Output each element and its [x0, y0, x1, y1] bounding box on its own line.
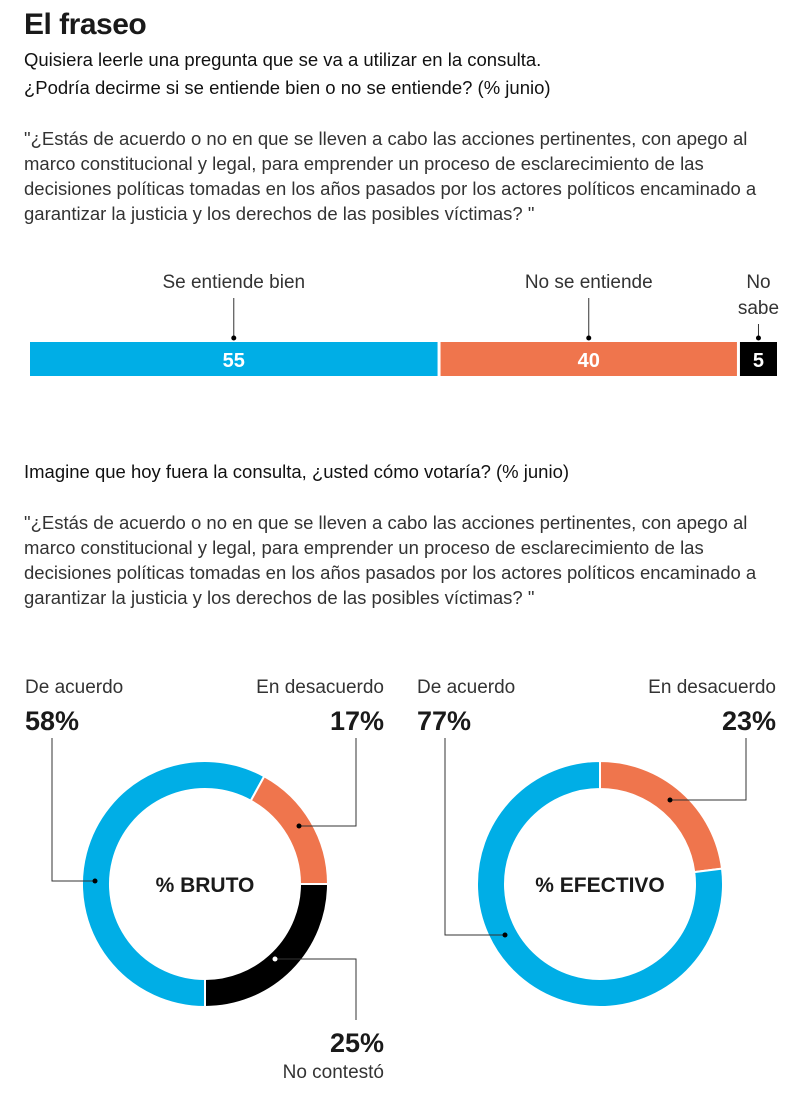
- bar-value-label: 55: [223, 350, 245, 372]
- donut-segment: [476, 759, 724, 1008]
- bar-category-label: Se entiende bien: [162, 272, 305, 293]
- leader-dot: [502, 932, 508, 938]
- donut-center-label: % BRUTO: [156, 874, 255, 897]
- bar-value-label: 40: [578, 350, 600, 372]
- category-label: De acuerdo: [25, 677, 123, 698]
- leader-line: [51, 738, 95, 882]
- donut-segment: [81, 760, 266, 1009]
- category-label: En desacuerdo: [256, 677, 384, 698]
- leader-line: [444, 738, 505, 936]
- category-label: De acuerdo: [417, 677, 515, 698]
- donut-segment: [249, 774, 330, 885]
- category-label: No contestó: [283, 1062, 384, 1083]
- quote-2: "¿Estás de acuerdo o no en que se lleven…: [24, 512, 757, 608]
- question-1-line-2: ¿Podría decirme si se entiende bien o no…: [24, 77, 551, 98]
- leader-dot: [586, 335, 592, 341]
- donut-segment: [204, 883, 330, 1009]
- page-title: El fraseo: [24, 8, 147, 41]
- bar-category-label: No se entiende: [525, 272, 653, 293]
- bar-value-label: 5: [753, 350, 764, 372]
- leader-line: [670, 738, 747, 801]
- value-label: 23%: [722, 706, 776, 736]
- understanding-bar-chart: 55 Se entiende bien 40 No se entiende 5 No sab…: [30, 272, 779, 376]
- vote-donut-charts: % BRUTO De acuerdo 58% En desacuerdo 17% 25% N…: [25, 677, 776, 1083]
- question-1-line-1: Quisiera leerle una pregunta que se va a…: [24, 49, 542, 70]
- question-2: Imagine que hoy fuera la consulta, ¿uste…: [24, 461, 570, 482]
- value-label: 58%: [25, 706, 79, 736]
- leader-line: [299, 738, 357, 827]
- bar-segment: [739, 342, 777, 376]
- donut-center-label: % EFECTIVO: [535, 874, 665, 897]
- leader-dot: [667, 797, 673, 803]
- value-label: 17%: [330, 706, 384, 736]
- donut-segment: [599, 759, 724, 874]
- leader-dot: [272, 956, 278, 962]
- bar-segment: [30, 342, 438, 376]
- value-label: 25%: [330, 1028, 384, 1058]
- quote-1: "¿Estás de acuerdo o no en que se lleven…: [24, 128, 757, 224]
- category-label: En desacuerdo: [648, 677, 776, 698]
- bar-category-label: No: [746, 272, 770, 293]
- leader-dot: [92, 878, 98, 884]
- value-label: 77%: [417, 706, 471, 736]
- bar-segment: [440, 342, 737, 376]
- leader-dot: [296, 823, 302, 829]
- bar-category-label: sabe: [738, 298, 779, 319]
- leader-dot: [231, 335, 237, 341]
- leader-dot: [755, 335, 761, 341]
- leader-line: [275, 958, 357, 1020]
